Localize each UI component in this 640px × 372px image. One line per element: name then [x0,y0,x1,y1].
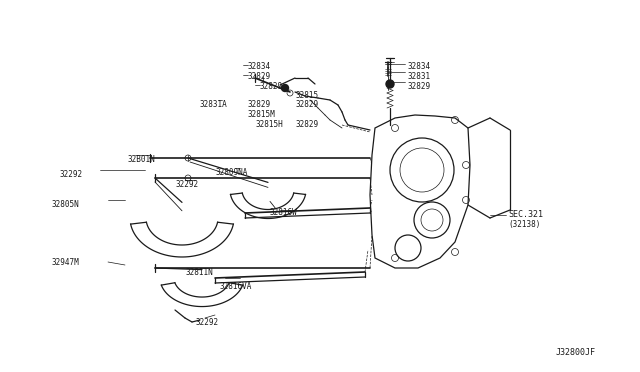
Text: 32816W: 32816W [270,208,298,217]
Text: 32831: 32831 [408,72,431,81]
Text: 32B01N: 32B01N [128,155,156,164]
Text: 32815M: 32815M [248,110,276,119]
Text: 32816VA: 32816VA [220,282,252,291]
Circle shape [386,80,394,88]
Text: 32292: 32292 [175,180,198,189]
Text: 32829: 32829 [248,72,271,81]
Text: 32947M: 32947M [52,258,80,267]
Text: 32811N: 32811N [185,268,212,277]
Text: 32292: 32292 [195,318,218,327]
Text: SEC.321: SEC.321 [508,210,543,219]
Text: 32805N: 32805N [52,200,80,209]
Text: 32815H: 32815H [255,120,283,129]
Text: 32831A: 32831A [200,100,228,109]
Text: 32829: 32829 [248,100,271,109]
Text: 32834: 32834 [408,62,431,71]
Text: (32138): (32138) [508,220,540,229]
Text: 32829: 32829 [260,82,283,91]
Text: 32829: 32829 [295,120,318,129]
Text: 32829: 32829 [408,82,431,91]
Text: J32800JF: J32800JF [556,348,596,357]
Text: 32809NA: 32809NA [215,168,248,177]
Circle shape [282,84,289,92]
Text: 32834: 32834 [248,62,271,71]
Text: 32815: 32815 [295,91,318,100]
Text: 32292: 32292 [60,170,83,179]
Text: 32829: 32829 [295,100,318,109]
